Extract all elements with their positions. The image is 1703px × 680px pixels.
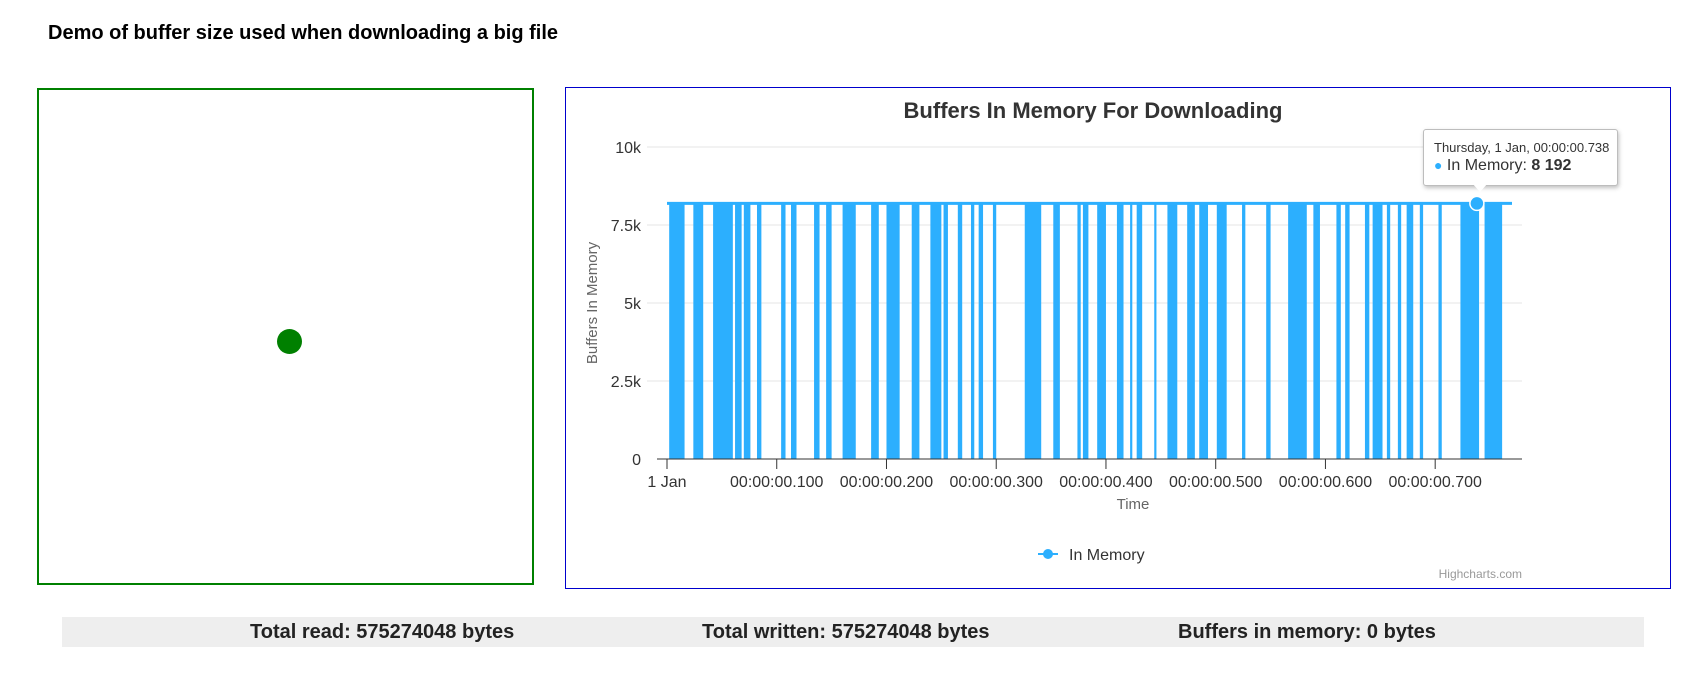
page-title: Demo of buffer size used when downloadin… [48,22,559,44]
y-tick-label: 2.5k [611,374,642,391]
series-area-segment [693,203,704,459]
series-area-segment [1187,203,1195,459]
series-area-segment [1345,203,1350,459]
series-area-segment [992,203,997,459]
series-area-segment [826,203,832,459]
hover-point-marker [1469,195,1485,212]
series-area-segment [1386,203,1391,459]
series-area-segment [1406,203,1414,459]
buffers-chart: Buffers In Memory For Downloading 0 2.5k 5k… [565,87,1671,589]
legend-symbol-dot-icon [1043,549,1053,559]
x-tick-label: 00:00:00.600 [1279,474,1373,491]
series-area-segment [970,203,975,459]
y-tick-label: 7.5k [611,218,642,235]
series-area-segment [1336,203,1341,459]
tooltip-value: 8 192 [1531,157,1572,174]
series-area-segment [1154,203,1157,459]
chart-title: Buffers In Memory For Downloading [904,98,1283,123]
series-area-segment [1167,203,1178,459]
series-area-segment [743,203,751,459]
series-area-segment [781,203,786,459]
series-area-segment [1288,203,1307,459]
buffers-in-memory-stat: Buffers in memory: 0 bytes [1178,621,1436,643]
green-dot [277,329,302,354]
y-tick-label: 5k [624,296,642,313]
series-area-segment [791,203,797,459]
series-area-segment [886,203,900,459]
x-tick-label: 00:00:00.200 [840,474,934,491]
x-axis-title: Time [1117,496,1150,513]
tooltip-arrow [1472,183,1488,192]
x-tick-label: 00:00:00.400 [1059,474,1153,491]
y-tick-label: 10k [615,140,642,157]
legend-item-in-memory: In Memory [1069,547,1145,564]
series-area-segment [1077,203,1081,459]
series-area-segment [1053,203,1060,459]
series-area-segment [1242,203,1246,459]
chart-tooltip: Thursday, 1 Jan, 00:00:00.738 ● In Memor… [1423,129,1618,186]
series-area-segment [735,203,742,459]
series-area-segment [1372,203,1383,459]
series-area-segment [1364,203,1370,459]
series-area-segment [713,203,733,459]
series-area-segment [1130,203,1133,459]
x-tick-label: 1 Jan [647,474,686,491]
tooltip-series-dot-icon: ● [1434,157,1443,173]
series-area-segment [1216,203,1227,459]
series-area-segment [911,203,920,459]
series-area-segment [1199,203,1209,459]
series-area-segment [1419,203,1424,459]
chart-svg: Buffers In Memory For Downloading 0 2.5k 5k… [584,98,1522,581]
series-area-segment [1024,203,1042,459]
series-area-segment [1460,203,1480,459]
series-area-segment [1266,203,1271,459]
total-read-stat: Total read: 575274048 bytes [250,621,515,643]
series-area-segment [1397,203,1402,459]
x-tick-label: 00:00:00.500 [1169,474,1263,491]
total-written-stat: Total written: 575274048 bytes [702,621,990,643]
series-area-segment [871,203,879,459]
series-area-segment [943,203,948,459]
y-tick-label: 0 [632,452,641,469]
series-area-segment [978,203,984,459]
series-area-segment [1136,203,1143,459]
series-area-segment [1484,203,1503,459]
series-area-segment [1082,203,1089,459]
series-area-segment [957,203,963,459]
x-tick-label: 00:00:00.100 [730,474,824,491]
x-tick-label: 00:00:00.700 [1388,474,1482,491]
series-area-segment [842,203,856,459]
series-area-segment [1116,203,1124,459]
y-axis-title: Buffers In Memory [584,241,601,364]
animation-panel [37,88,534,585]
series-area-segment [930,203,942,459]
series-area-segment [1313,203,1320,459]
series-area-segment [669,203,685,459]
series-area-segment [1438,203,1442,459]
credits-label: Highcharts.com [1439,567,1522,581]
series-area-segment [756,203,762,459]
x-tick-label: 00:00:00.300 [950,474,1044,491]
tooltip-body: ● In Memory: 8 192 [1434,157,1571,175]
series-area-segment [1097,203,1106,459]
tooltip-series-label: In Memory: [1446,157,1532,174]
series-area-segment [814,203,820,459]
stats-bar: Total read: 575274048 bytes Total writte… [62,617,1644,647]
tooltip-header: Thursday, 1 Jan, 00:00:00.738 [1434,140,1610,155]
